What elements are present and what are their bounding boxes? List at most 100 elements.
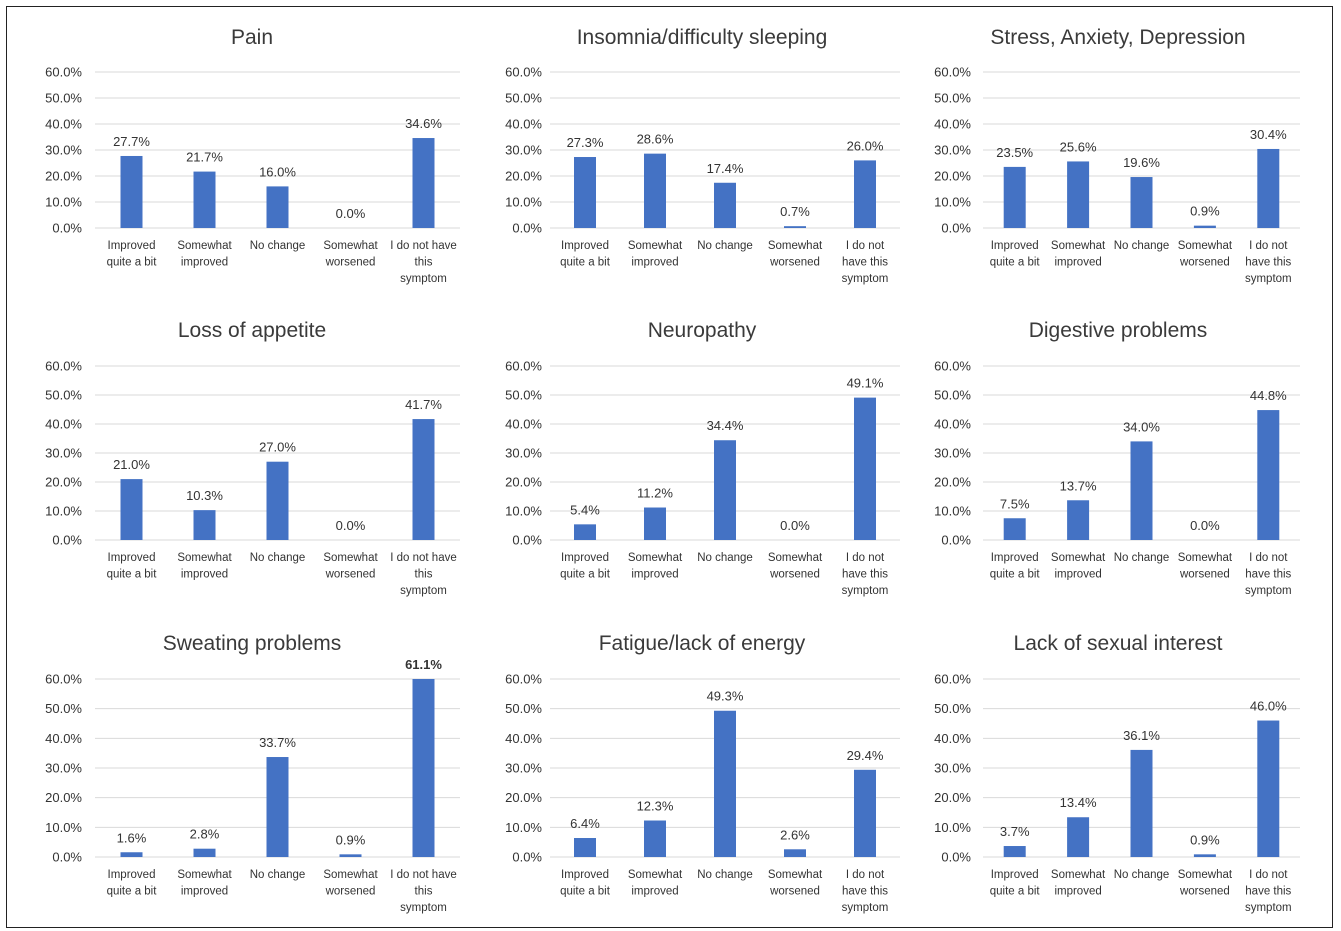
data-label: 0.9% [1190,204,1220,219]
y-tick-label: 30.0% [934,446,971,461]
y-tick-label: 50.0% [934,91,971,106]
x-category-label: I do not have this symptom [842,240,889,285]
chart-title: Neuropathy [648,319,757,342]
x-category-label: Improved quite a bit [990,869,1041,898]
y-tick-label: 40.0% [934,117,971,132]
bar [714,440,736,540]
x-category-label: I do not have this symptom [842,869,889,914]
y-tick-label: 20.0% [934,790,971,805]
data-label: 2.8% [190,827,220,842]
x-category-label: Somewhat worsened [323,240,378,269]
data-label: 34.0% [1123,419,1160,434]
chart-title: Lack of sexual interest [1014,632,1223,655]
x-category-label: Improved quite a bit [560,552,611,581]
y-tick-label: 40.0% [505,117,542,132]
bar [121,479,143,540]
data-label: 13.7% [1060,478,1097,493]
chart-panel-3: Stress, Anxiety, Depression0.0%10.0%20.0… [934,26,1300,285]
bar [413,419,435,540]
chart-panel-6: Digestive problems0.0%10.0%20.0%30.0%40.… [934,319,1300,597]
data-label: 27.3% [567,135,604,150]
x-category-label: I do not have this symptom [1245,869,1292,914]
bar [574,838,596,857]
y-tick-label: 60.0% [934,65,971,80]
y-tick-label: 50.0% [45,701,82,716]
bar [413,138,435,228]
y-tick-label: 30.0% [45,446,82,461]
bar [714,711,736,857]
y-tick-label: 50.0% [505,91,542,106]
bar [1067,817,1089,857]
bar [413,679,435,857]
data-label: 61.1% [405,657,442,672]
data-label: 49.1% [847,376,884,391]
y-tick-label: 30.0% [505,446,542,461]
x-category-label: Somewhat improved [177,240,232,269]
x-category-label: I do not have this symptom [1245,552,1292,597]
data-label: 27.0% [259,440,296,455]
y-tick-label: 0.0% [512,533,542,548]
data-label: 46.0% [1250,699,1287,714]
y-tick-label: 0.0% [941,850,971,865]
bar [1004,846,1026,857]
data-label: 29.4% [847,748,884,763]
bar [574,524,596,540]
chart-title: Pain [231,26,273,49]
y-tick-label: 40.0% [505,731,542,746]
data-label: 11.2% [637,486,673,501]
bar [267,186,289,228]
data-label: 36.1% [1123,728,1160,743]
data-label: 49.3% [707,689,744,704]
bar [194,510,216,540]
x-category-label: I do not have this symptom [390,869,457,914]
chart-panel-4: Loss of appetite0.0%10.0%20.0%30.0%40.0%… [45,319,460,597]
y-tick-label: 20.0% [934,169,971,184]
x-category-label: Somewhat improved [628,240,683,269]
data-label: 41.7% [405,397,442,412]
x-category-label: Somewhat improved [1051,552,1106,581]
bar [854,160,876,228]
y-tick-label: 10.0% [505,195,542,210]
data-label: 6.4% [570,816,600,831]
bar [714,183,736,228]
bar [1131,441,1153,540]
x-category-label: Improved quite a bit [560,869,611,898]
chart-panel-9: Lack of sexual interest 0.0% 10.0% 20.0% 30.… [934,632,1300,914]
y-tick-label: 60.0% [45,359,82,374]
x-category-label: Somewhat improved [177,552,232,581]
x-category-label: Improved quite a bit [107,869,158,898]
bar [574,157,596,228]
data-label: 0.0% [336,518,366,533]
bar [194,172,216,228]
x-category-label: No change [697,552,753,564]
y-tick-label: 20.0% [505,169,542,184]
y-tick-label: 30.0% [934,143,971,158]
data-label: 17.4% [707,161,744,176]
bar [784,849,806,857]
x-category-label: No change [697,869,753,881]
y-tick-label: 50.0% [505,388,542,403]
y-tick-label: 20.0% [934,475,971,490]
x-category-label: Somewhat worsened [323,552,378,581]
y-tick-label: 60.0% [934,672,971,687]
bar [854,770,876,857]
chart-panel-2: Insomnia/difficulty sleeping0.0%10.0%20.… [505,26,900,285]
y-tick-label: 50.0% [505,701,542,716]
data-label: 30.4% [1250,127,1287,142]
x-category-label: No change [250,552,306,564]
y-tick-label: 50.0% [934,388,971,403]
bar [784,226,806,228]
bar [1004,167,1026,228]
x-category-label: Improved quite a bit [990,240,1041,269]
data-label: 23.5% [996,145,1033,160]
y-tick-label: 50.0% [45,388,82,403]
y-tick-label: 20.0% [45,475,82,490]
x-category-label: Somewhat worsened [1178,869,1233,898]
data-label: 26.0% [847,138,884,153]
bar [1194,226,1216,228]
x-category-label: Somewhat improved [628,552,683,581]
bar [1131,750,1153,857]
bar [1257,410,1279,540]
x-category-label: No change [697,240,753,252]
